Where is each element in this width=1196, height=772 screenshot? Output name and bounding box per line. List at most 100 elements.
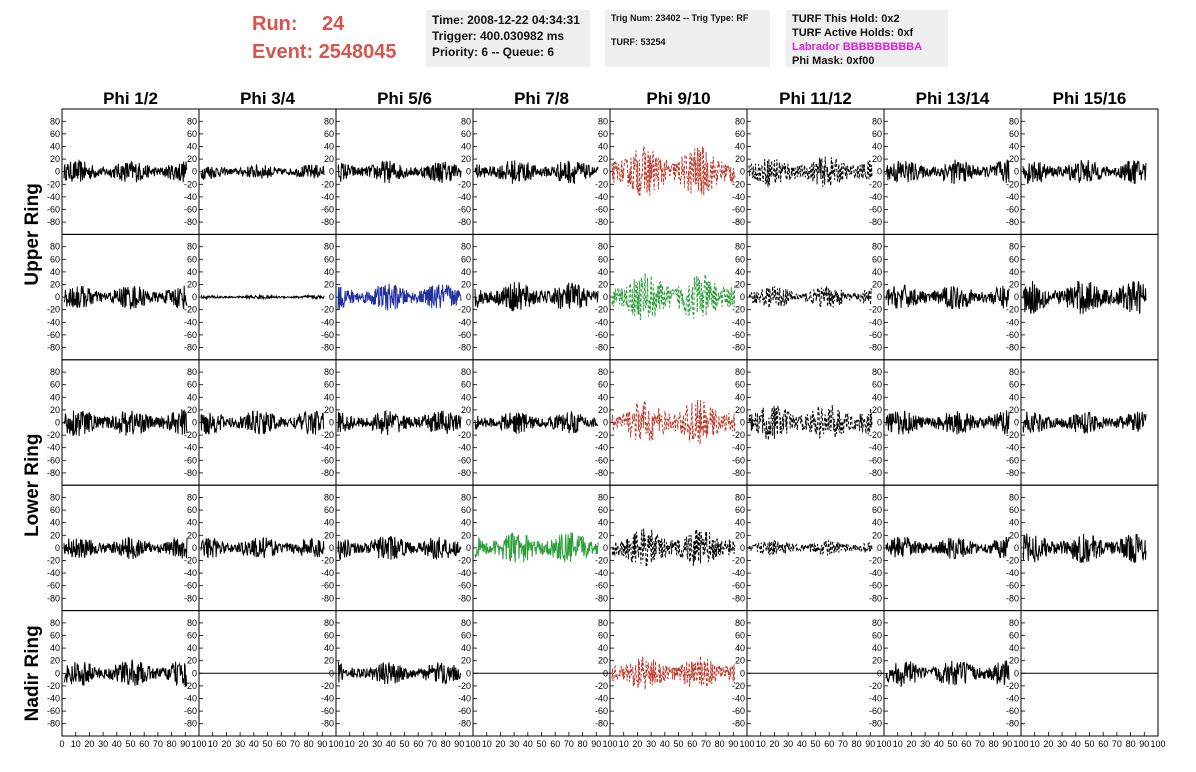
y-tick-label: -20 <box>321 305 334 315</box>
y-tick-label: 0 <box>55 543 60 553</box>
y-tick-label: 80 <box>187 618 197 628</box>
y-tick-label: -20 <box>1006 305 1019 315</box>
y-tick-label: -40 <box>1006 192 1019 202</box>
x-tick-label: 90 <box>1002 739 1012 749</box>
y-tick-label: 20 <box>324 656 334 666</box>
y-tick-label: -20 <box>321 179 334 189</box>
y-tick-label: -40 <box>321 192 334 202</box>
x-tick-label: 70 <box>975 739 985 749</box>
y-tick-label: -40 <box>184 568 197 578</box>
waveform-line <box>1022 411 1147 434</box>
waveform-line <box>63 285 188 310</box>
y-tick-label: -40 <box>184 192 197 202</box>
y-tick-label: 80 <box>1009 367 1019 377</box>
x-tick-label: 50 <box>262 739 272 749</box>
y-tick-label: 40 <box>735 267 745 277</box>
y-tick-label: -60 <box>869 455 882 465</box>
y-tick-label: 60 <box>872 631 882 641</box>
y-tick-label: -20 <box>184 681 197 691</box>
y-tick-label: 40 <box>598 643 608 653</box>
y-tick-label: -80 <box>184 217 197 227</box>
waveform-line <box>611 655 736 690</box>
y-tick-label: 20 <box>872 154 882 164</box>
y-tick-label: 20 <box>735 656 745 666</box>
y-tick-label: 20 <box>50 280 60 290</box>
y-tick-label: 0 <box>466 668 471 678</box>
y-tick-label: 0 <box>55 292 60 302</box>
x-tick-label: 20 <box>632 739 642 749</box>
y-tick-label: 60 <box>461 380 471 390</box>
column-header: Phi 13/14 <box>916 89 990 108</box>
y-tick-label: 40 <box>872 392 882 402</box>
y-tick-label: -80 <box>869 719 882 729</box>
x-tick-label: 10 <box>345 739 355 749</box>
waveform-line <box>611 272 736 321</box>
y-tick-label: -80 <box>1006 217 1019 227</box>
y-tick-label: -20 <box>869 305 882 315</box>
y-tick-label: 80 <box>187 367 197 377</box>
y-tick-label: -40 <box>458 317 471 327</box>
y-tick-label: -60 <box>1006 330 1019 340</box>
y-tick-label: -40 <box>1006 694 1019 704</box>
y-tick-label: 20 <box>735 405 745 415</box>
y-tick-label: -40 <box>732 317 745 327</box>
y-tick-label: 80 <box>1009 116 1019 126</box>
y-tick-label: 20 <box>187 154 197 164</box>
y-tick-label: -60 <box>47 455 60 465</box>
y-tick-label: 80 <box>50 493 60 503</box>
y-tick-label: 0 <box>877 418 882 428</box>
waveform-line <box>337 661 462 685</box>
x-tick-label: 60 <box>550 739 560 749</box>
y-tick-label: -40 <box>458 192 471 202</box>
y-tick-label: -60 <box>321 330 334 340</box>
y-tick-label: -60 <box>458 455 471 465</box>
y-tick-label: 40 <box>461 392 471 402</box>
y-tick-label: 0 <box>192 167 197 177</box>
x-tick-label: 50 <box>399 739 409 749</box>
x-tick-label: 80 <box>989 739 999 749</box>
y-tick-label: -40 <box>595 568 608 578</box>
y-tick-label: 20 <box>50 656 60 666</box>
y-tick-label: -80 <box>184 719 197 729</box>
y-tick-label: 80 <box>461 493 471 503</box>
y-tick-label: 0 <box>740 543 745 553</box>
y-tick-label: -40 <box>184 317 197 327</box>
waveform-line <box>885 159 1010 185</box>
x-tick-label: 60 <box>139 739 149 749</box>
y-tick-label: -60 <box>595 581 608 591</box>
y-tick-label: 20 <box>461 405 471 415</box>
y-tick-label: 40 <box>187 643 197 653</box>
y-tick-label: 0 <box>1014 167 1019 177</box>
y-tick-label: 80 <box>598 242 608 252</box>
y-tick-label: -60 <box>184 205 197 215</box>
y-tick-label: -80 <box>458 468 471 478</box>
y-tick-label: -40 <box>47 568 60 578</box>
x-tick-label: 90 <box>728 739 738 749</box>
y-tick-label: -40 <box>47 694 60 704</box>
y-tick-label: -80 <box>47 719 60 729</box>
x-tick-label: 60 <box>1098 739 1108 749</box>
y-tick-label: 40 <box>461 518 471 528</box>
y-tick-label: -40 <box>869 443 882 453</box>
y-tick-label: 20 <box>872 530 882 540</box>
y-tick-label: 40 <box>872 142 882 152</box>
y-tick-label: 0 <box>55 668 60 678</box>
y-tick-label: -20 <box>732 556 745 566</box>
y-tick-label: 20 <box>187 656 197 666</box>
x-tick-label: 50 <box>673 739 683 749</box>
y-tick-label: -20 <box>47 179 60 189</box>
y-tick-label: 60 <box>50 505 60 515</box>
time-text: Time: 2008-12-22 04:34:31 <box>432 13 580 27</box>
x-tick-label: 40 <box>523 739 533 749</box>
y-tick-label: -80 <box>321 719 334 729</box>
y-tick-label: 20 <box>324 530 334 540</box>
y-tick-label: -40 <box>321 443 334 453</box>
y-tick-label: -80 <box>732 719 745 729</box>
y-tick-label: -40 <box>321 317 334 327</box>
x-tick-label: 60 <box>413 739 423 749</box>
x-tick-label: 80 <box>441 739 451 749</box>
y-tick-label: -80 <box>184 468 197 478</box>
y-tick-label: 20 <box>1009 405 1019 415</box>
y-tick-label: -20 <box>458 681 471 691</box>
x-tick-label: 90 <box>1139 739 1149 749</box>
